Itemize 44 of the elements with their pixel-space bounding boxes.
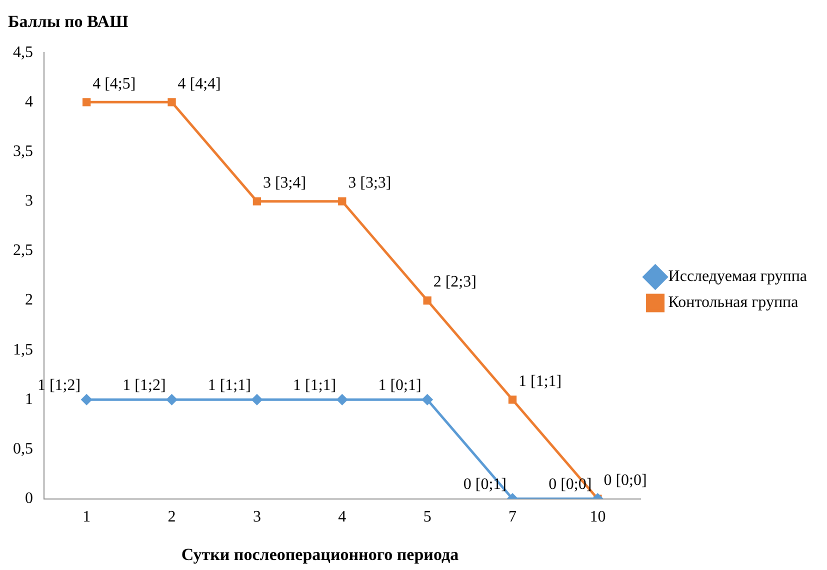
y-axis-title: Баллы по ВАШ [8, 12, 128, 32]
x-tick-label: 5 [423, 508, 432, 526]
data-label: 1 [1;1] [518, 372, 562, 390]
x-tick-label: 2 [168, 508, 176, 526]
data-label: 2 [2;3] [433, 274, 476, 291]
y-tick-label: 1,5 [13, 341, 33, 358]
point [82, 98, 91, 106]
data-label: 0 [0;0] [604, 472, 647, 490]
point [166, 394, 178, 405]
data-label: 1 [0;1] [378, 376, 422, 394]
point [252, 197, 262, 206]
point [81, 394, 92, 405]
point [336, 394, 348, 405]
point [338, 197, 346, 206]
data-label: 3 [3;4] [262, 174, 306, 192]
y-tick-label: 3 [25, 192, 33, 210]
point [168, 98, 176, 106]
data-label: 1 [1;1] [208, 376, 251, 394]
x-axis-title: Сутки послеоперационного периода [180, 545, 460, 565]
data-label: 1 [1;2] [37, 376, 81, 394]
x-tick-label: 3 [252, 508, 261, 526]
y-tick-label: 1 [25, 390, 33, 408]
x-tick-label: 10 [590, 508, 606, 526]
data-label: 1 [1;2] [122, 376, 166, 394]
y-tick-label: 4,5 [13, 44, 33, 61]
point [423, 296, 432, 305]
data-label: 4 [4;4] [178, 75, 221, 92]
x-tick-label: 4 [338, 508, 346, 526]
data-label: 4 [4;5] [92, 75, 136, 92]
y-tick-label: 2,5 [13, 242, 33, 260]
point [508, 396, 517, 404]
x-tick-label: 7 [508, 508, 517, 526]
y-tick-label: 3,5 [13, 142, 33, 160]
legend-label: Контольная группа [668, 294, 798, 312]
y-tick-label: 0,5 [13, 440, 33, 458]
point [252, 394, 262, 405]
y-tick-label: 4 [25, 93, 33, 110]
data-label: 3 [3;3] [348, 174, 392, 192]
y-tick-label: 0 [25, 490, 33, 508]
y-tick-label: 2 [25, 292, 33, 309]
legend-label: Исследуемая группа [668, 268, 807, 286]
data-label: 1 [1;1] [293, 376, 336, 394]
point [422, 394, 433, 405]
x-tick-label: 1 [82, 508, 91, 526]
